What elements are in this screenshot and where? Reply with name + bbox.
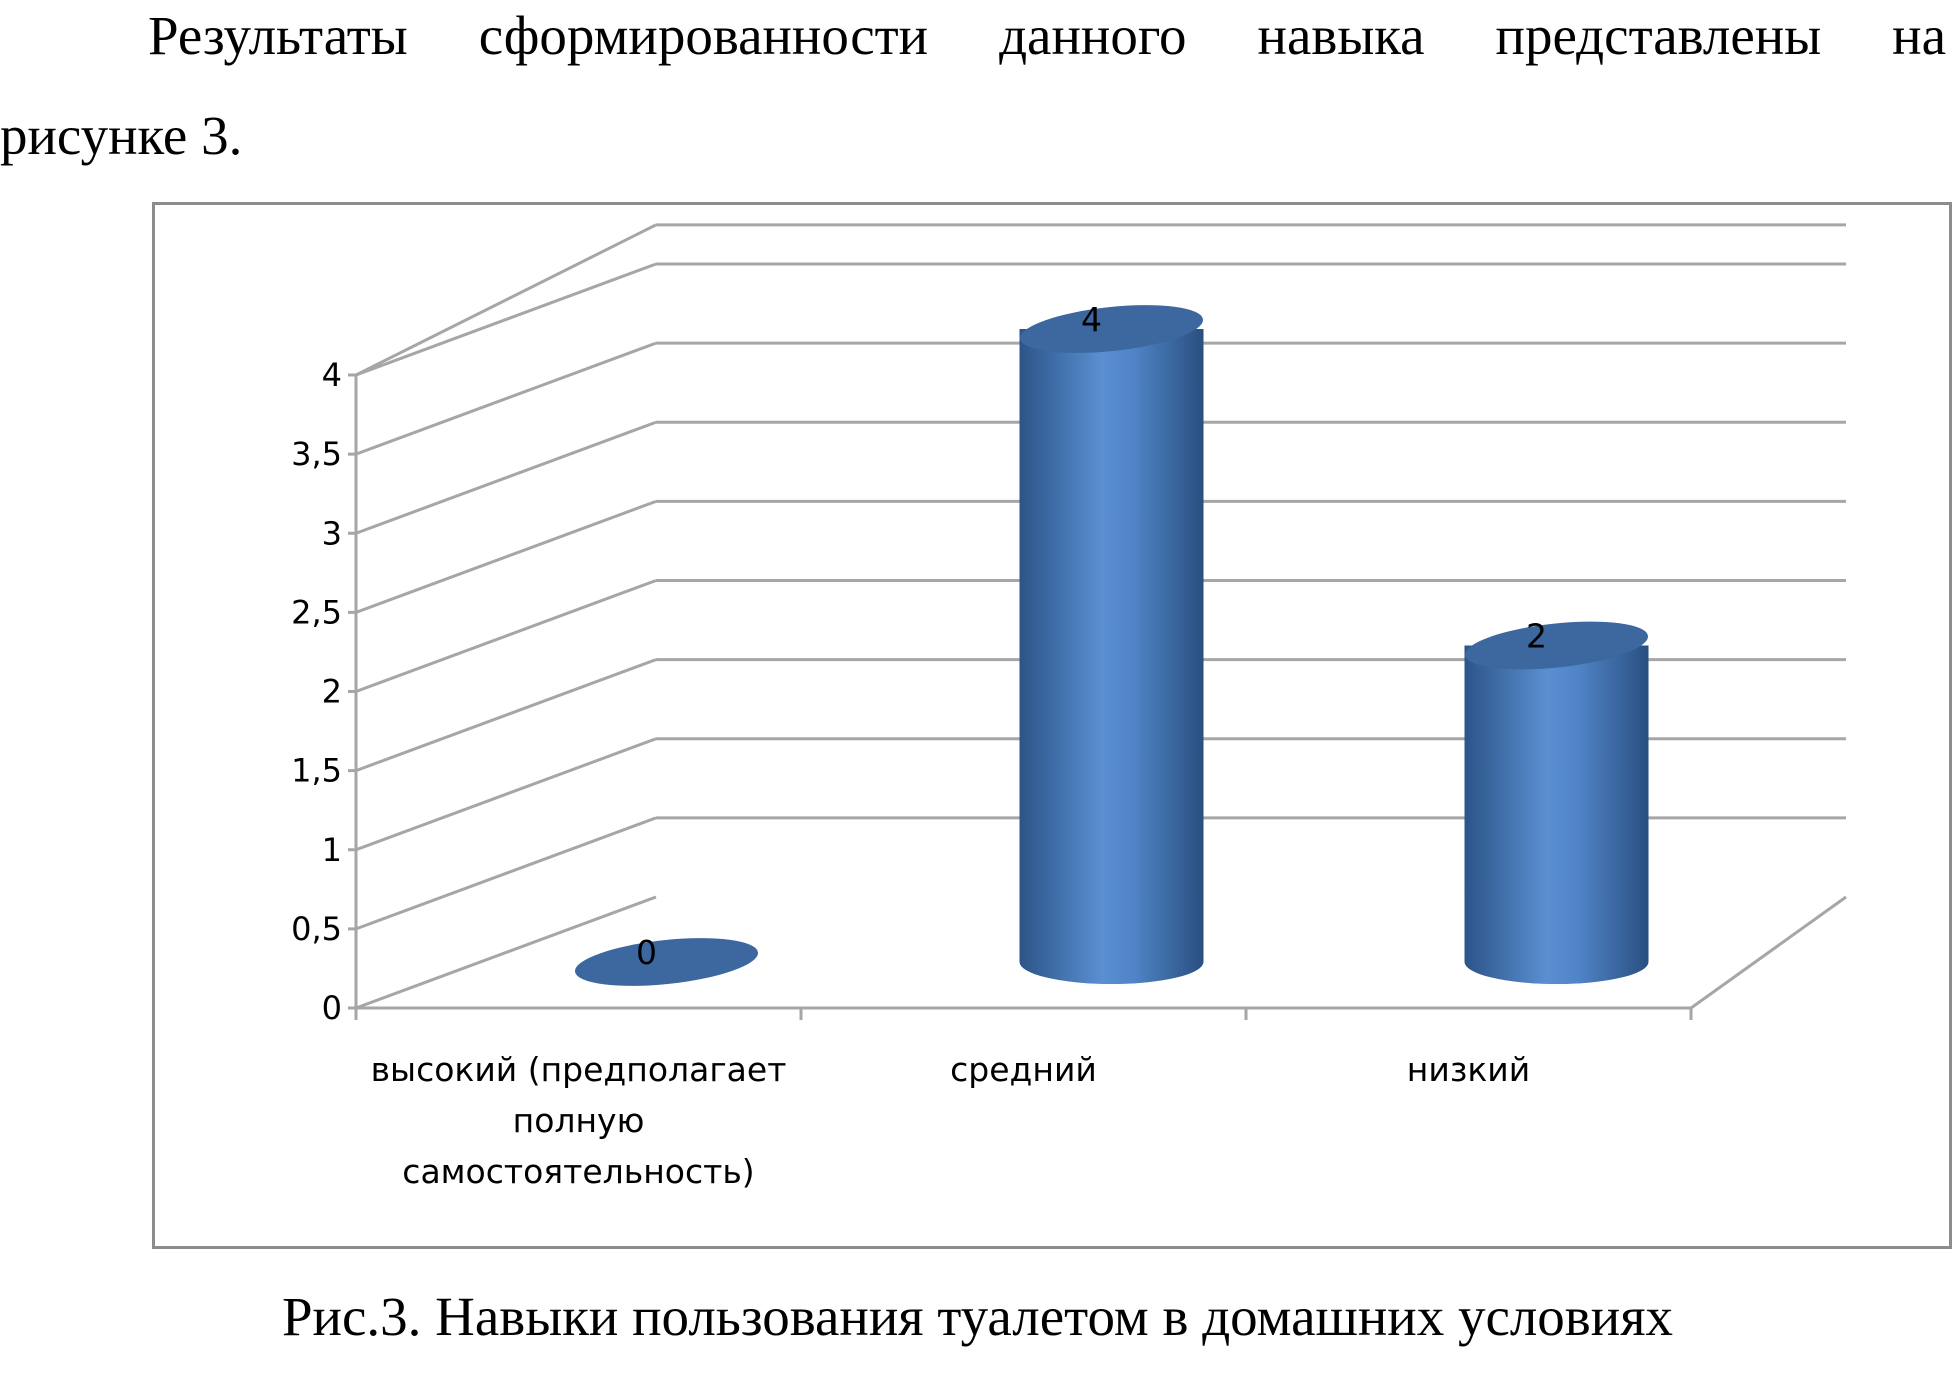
figure-caption: Рис.3. Навыки пользования туалетом в дом… (281, 1286, 1674, 1347)
y-tick-label: 2 (322, 673, 342, 711)
bar-chart: 0 0,5 1 1,5 2 2,5 3 3,5 4 0 4 2 высокий (предполаг… (291, 223, 1847, 1191)
category-label: средний (950, 1050, 1097, 1089)
category-label: низкий (1407, 1050, 1530, 1089)
y-tick-label: 3 (322, 514, 342, 552)
y-tick-label: 1 (322, 831, 342, 869)
data-label: 4 (1081, 300, 1102, 339)
gridline (355, 579, 1846, 693)
gridline (355, 895, 657, 1010)
category-label: высокий (предполагает полную самостоятельн… (371, 1050, 787, 1191)
bar (574, 938, 759, 986)
chart-floor (356, 895, 1847, 1010)
data-label: 2 (1526, 617, 1547, 656)
y-tick-label: 3,5 (291, 435, 342, 473)
bar (1464, 621, 1649, 984)
paragraph-line-1: Результаты сформированности данного навы… (148, 5, 1946, 66)
gridline (355, 341, 1846, 456)
gridline (355, 420, 1846, 535)
chart-frame: 0 0,5 1 1,5 2 2,5 3 3,5 4 0 4 2 высокий (предполаг… (152, 202, 1952, 1249)
y-tick-label: 1,5 (291, 752, 342, 790)
bar (1019, 305, 1204, 984)
y-tick-label: 0,5 (291, 910, 342, 948)
y-tick-label: 2,5 (291, 593, 342, 631)
data-label: 0 (636, 933, 657, 972)
y-tick-label: 0 (322, 989, 342, 1027)
gridline (355, 499, 1846, 614)
paragraph-line-2: рисунке 3. (0, 105, 243, 166)
gridline (355, 223, 1846, 377)
gridline (355, 262, 1846, 377)
y-tick-label: 4 (322, 356, 342, 394)
